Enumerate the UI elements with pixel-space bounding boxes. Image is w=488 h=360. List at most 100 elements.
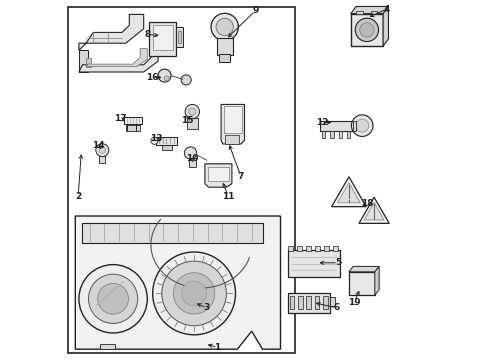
Bar (348, 272, 374, 295)
Circle shape (185, 104, 199, 119)
Bar (86, 58, 91, 67)
Text: 11: 11 (222, 192, 234, 201)
Text: 10: 10 (186, 154, 198, 163)
Bar (306, 246, 311, 251)
Text: 6: 6 (332, 303, 339, 312)
Polygon shape (331, 177, 366, 207)
Polygon shape (204, 164, 231, 187)
Text: 19: 19 (347, 298, 360, 307)
Text: 5: 5 (334, 258, 341, 267)
Circle shape (158, 69, 171, 82)
Bar (297, 246, 302, 251)
Bar (123, 117, 142, 124)
Bar (223, 106, 241, 133)
Text: 16: 16 (146, 73, 159, 82)
Bar (101, 344, 115, 349)
Bar (370, 11, 376, 14)
Bar (297, 296, 302, 309)
Bar (333, 246, 338, 251)
Bar (79, 50, 88, 72)
Bar (289, 296, 294, 309)
Bar (216, 38, 232, 55)
Bar (219, 54, 230, 62)
Polygon shape (79, 14, 143, 50)
Circle shape (355, 119, 368, 132)
Polygon shape (221, 104, 244, 144)
Bar (82, 223, 262, 243)
Polygon shape (79, 47, 158, 72)
Bar (320, 121, 354, 131)
Polygon shape (75, 216, 280, 349)
Polygon shape (350, 6, 387, 14)
Circle shape (216, 18, 233, 36)
Polygon shape (337, 183, 359, 203)
Bar (188, 158, 196, 167)
Text: 2: 2 (75, 192, 81, 201)
Bar (329, 297, 335, 306)
Bar (156, 137, 177, 145)
Bar (329, 131, 333, 138)
Polygon shape (348, 266, 378, 272)
Circle shape (152, 252, 235, 335)
Bar (125, 125, 140, 131)
Circle shape (151, 137, 158, 144)
Bar (68, 7, 294, 353)
Circle shape (173, 273, 214, 314)
Bar (287, 250, 339, 277)
Bar (225, 135, 239, 144)
Text: 14: 14 (92, 141, 105, 150)
Bar (178, 31, 181, 43)
Text: 3: 3 (203, 303, 209, 312)
Text: 1: 1 (214, 343, 220, 352)
Circle shape (162, 261, 226, 326)
Circle shape (88, 274, 138, 323)
Bar (352, 121, 355, 131)
Polygon shape (364, 202, 383, 220)
Text: 9: 9 (252, 6, 258, 15)
Bar (322, 296, 327, 309)
Circle shape (79, 265, 147, 333)
Circle shape (351, 115, 372, 136)
Circle shape (354, 18, 378, 41)
Polygon shape (374, 266, 378, 295)
Bar (324, 246, 329, 251)
Bar (288, 293, 329, 313)
Bar (305, 296, 310, 309)
Polygon shape (382, 6, 387, 46)
Text: 15: 15 (180, 116, 193, 125)
Text: 18: 18 (360, 199, 372, 208)
Bar (321, 131, 325, 138)
Circle shape (96, 144, 108, 157)
Bar (355, 11, 362, 14)
Bar (149, 22, 176, 56)
Bar (207, 167, 228, 181)
Bar (176, 27, 182, 47)
Bar (162, 145, 171, 150)
Bar (338, 131, 341, 138)
Bar (314, 296, 319, 309)
Circle shape (188, 108, 196, 115)
Circle shape (98, 283, 128, 314)
Bar (288, 246, 293, 251)
Text: 12: 12 (315, 118, 327, 127)
Text: 8: 8 (144, 30, 150, 39)
Circle shape (181, 75, 191, 85)
Bar (350, 14, 382, 46)
Circle shape (164, 76, 169, 81)
Bar (152, 25, 172, 50)
Circle shape (184, 147, 196, 159)
Bar (186, 118, 197, 129)
Polygon shape (86, 49, 147, 67)
Text: 7: 7 (237, 172, 244, 181)
Circle shape (359, 23, 373, 37)
Bar (99, 156, 105, 163)
Circle shape (182, 281, 206, 306)
Bar (346, 131, 349, 138)
Text: 4: 4 (383, 4, 389, 13)
Circle shape (99, 147, 105, 153)
Circle shape (211, 13, 238, 41)
Text: 17: 17 (114, 114, 126, 123)
Polygon shape (358, 197, 388, 223)
Bar (315, 246, 320, 251)
Text: 13: 13 (150, 134, 162, 143)
